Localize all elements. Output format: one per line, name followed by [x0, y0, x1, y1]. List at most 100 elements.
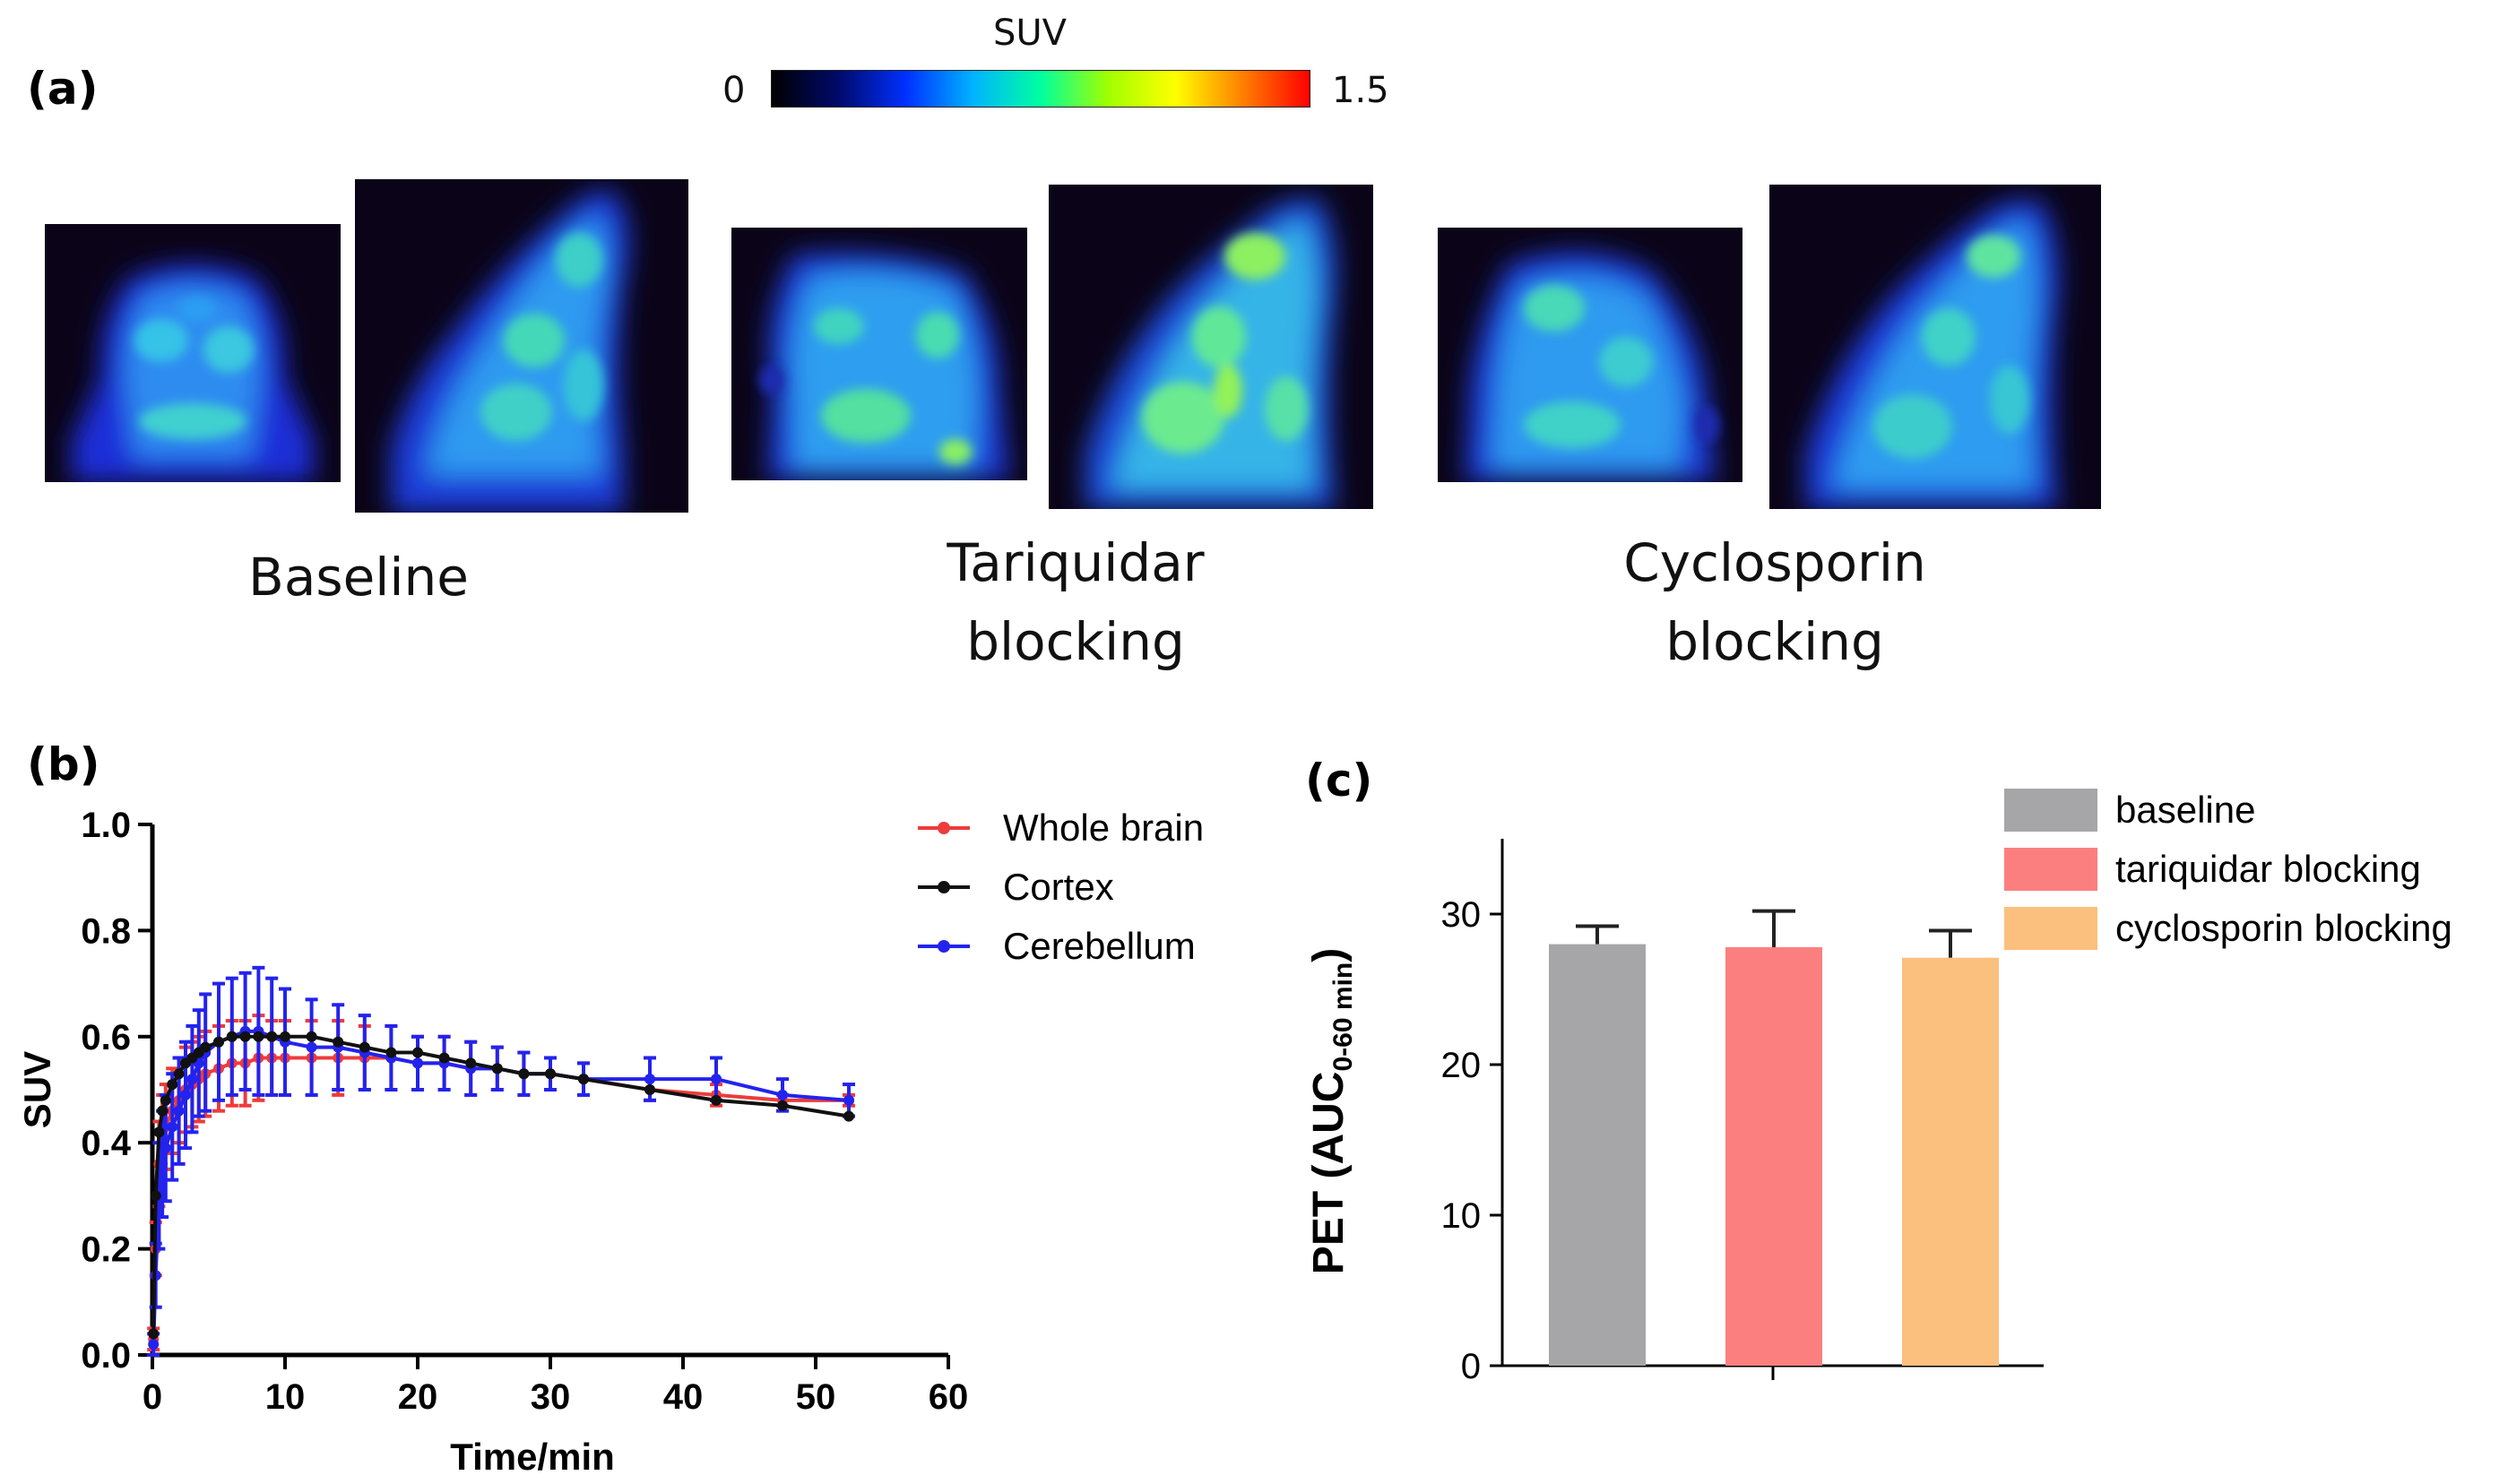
- legend-swatch: [2004, 907, 2097, 950]
- bar-baseline: [1549, 944, 1646, 1366]
- y-tick-label: 30: [1441, 895, 1482, 935]
- data-point: [280, 1031, 290, 1042]
- data-point: [160, 1094, 171, 1106]
- y-tick-label: 0.2: [81, 1230, 131, 1270]
- data-point: [843, 1094, 854, 1106]
- data-point: [239, 1031, 251, 1042]
- bar-cyclosporin-blocking: [1902, 957, 1999, 1366]
- colorbar-title: SUV: [993, 13, 1068, 54]
- data-point: [412, 1057, 423, 1069]
- baseline-caption: Baseline: [179, 538, 538, 617]
- data-point: [359, 1041, 370, 1053]
- data-point: [777, 1100, 788, 1111]
- data-point: [157, 1158, 169, 1169]
- colorbar-min-label: 0: [722, 70, 746, 111]
- colorbar-max-label: 1.5: [1332, 70, 1389, 111]
- data-point: [644, 1084, 655, 1095]
- legend-label: Cortex: [1003, 866, 1114, 908]
- x-tick-label: 30: [531, 1377, 571, 1417]
- data-point: [186, 1074, 198, 1085]
- y-axis-title: SUV: [16, 1051, 58, 1128]
- y-tick-label: 0.4: [81, 1124, 131, 1163]
- data-point: [711, 1074, 722, 1085]
- legend-swatch: [2004, 789, 2097, 832]
- colorbar-gradient: [771, 70, 1310, 108]
- data-point: [200, 1041, 212, 1053]
- y-axis-title: PET (AUC0-60 min): [1305, 948, 1358, 1274]
- y-tick-label: 10: [1441, 1196, 1482, 1236]
- data-point: [518, 1068, 530, 1080]
- panel-b-label: (b): [27, 738, 100, 790]
- data-point: [148, 1339, 160, 1350]
- x-tick-label: 20: [398, 1377, 438, 1417]
- y-tick-label: 0.0: [81, 1336, 131, 1376]
- baseline-coronal-scan: [45, 224, 341, 482]
- y-tick-label: 1.0: [81, 806, 131, 845]
- data-point: [385, 1047, 397, 1058]
- data-point: [180, 1089, 191, 1100]
- series-cortex: [148, 1031, 854, 1340]
- data-point: [157, 1105, 169, 1117]
- tariquidar-sagittal-scan: [1049, 185, 1373, 509]
- cyclosporin-sagittal-scan: [1769, 185, 2101, 509]
- x-tick-label: 60: [929, 1377, 969, 1417]
- x-tick-label: 50: [796, 1377, 836, 1417]
- cyclosporin-caption: Cyclosporin blocking: [1595, 523, 1954, 681]
- legend-label: tariquidar blocking: [2115, 848, 2421, 890]
- legend-label: baseline: [2115, 789, 2255, 831]
- data-point: [153, 1126, 165, 1138]
- x-tick-label: 0: [143, 1377, 162, 1417]
- x-axis-title: Time/min: [450, 1436, 615, 1478]
- legend-marker: [938, 881, 950, 893]
- y-tick-label: 0: [1461, 1347, 1481, 1386]
- data-point: [545, 1068, 556, 1080]
- data-point: [266, 1031, 278, 1042]
- cyclosporin-coronal-scan: [1438, 228, 1742, 482]
- y-tick-label: 0.8: [81, 911, 131, 951]
- data-point: [167, 1121, 178, 1133]
- y-tick-label: 0.6: [81, 1018, 131, 1057]
- data-point: [306, 1041, 317, 1053]
- legend-label: cyclosporin blocking: [2115, 907, 2452, 949]
- panel-a-label: (a): [27, 63, 99, 115]
- tariquidar-coronal-scan: [731, 228, 1027, 480]
- data-point: [167, 1079, 178, 1091]
- data-point: [412, 1047, 423, 1058]
- cyclosporin-caption-line-2: blocking: [1665, 611, 1884, 672]
- line-chart: 0 10 20 30 40 50 60 0.0 0.2 0.4 0.6 0.8 1.0 Time/min S…: [16, 806, 1204, 1478]
- panel-c-label: (c): [1305, 755, 1373, 807]
- cyclosporin-caption-line-1: Cyclosporin: [1623, 532, 1926, 593]
- legend-marker: [938, 822, 950, 834]
- legend-label: Cerebellum: [1003, 925, 1196, 967]
- series-cerebellum: [147, 965, 855, 1357]
- data-point: [465, 1057, 477, 1069]
- data-point: [253, 1031, 264, 1042]
- data-point: [333, 1036, 344, 1048]
- bar-chart: 0 10 20 30 PET (AUC0-60 min) baseline tariquid…: [1305, 789, 2452, 1386]
- baseline-sagittal-scan: [355, 179, 688, 513]
- data-point: [777, 1089, 788, 1100]
- tariquidar-caption-line-2: blocking: [966, 611, 1185, 672]
- legend-marker: [938, 940, 950, 953]
- data-point: [711, 1094, 722, 1106]
- data-point: [213, 1036, 224, 1048]
- x-tick-label: 40: [663, 1377, 704, 1417]
- data-point: [306, 1031, 317, 1042]
- tariquidar-caption-line-1: Tariquidar: [947, 532, 1205, 593]
- data-point: [578, 1074, 589, 1085]
- data-point: [491, 1063, 503, 1074]
- data-point: [843, 1110, 854, 1122]
- tariquidar-caption: Tariquidar blocking: [896, 523, 1255, 681]
- baseline-caption-line: Baseline: [248, 547, 469, 608]
- legend-swatch: [2004, 848, 2097, 891]
- bar-tariquidar-blocking: [1725, 946, 1822, 1366]
- data-point: [150, 1190, 161, 1202]
- data-point: [226, 1031, 238, 1042]
- data-point: [173, 1068, 185, 1080]
- data-point: [173, 1105, 185, 1117]
- x-tick-label: 10: [265, 1377, 306, 1417]
- y-tick-label: 20: [1441, 1046, 1482, 1085]
- data-point: [148, 1328, 160, 1340]
- data-point: [438, 1052, 450, 1064]
- data-point: [160, 1143, 171, 1154]
